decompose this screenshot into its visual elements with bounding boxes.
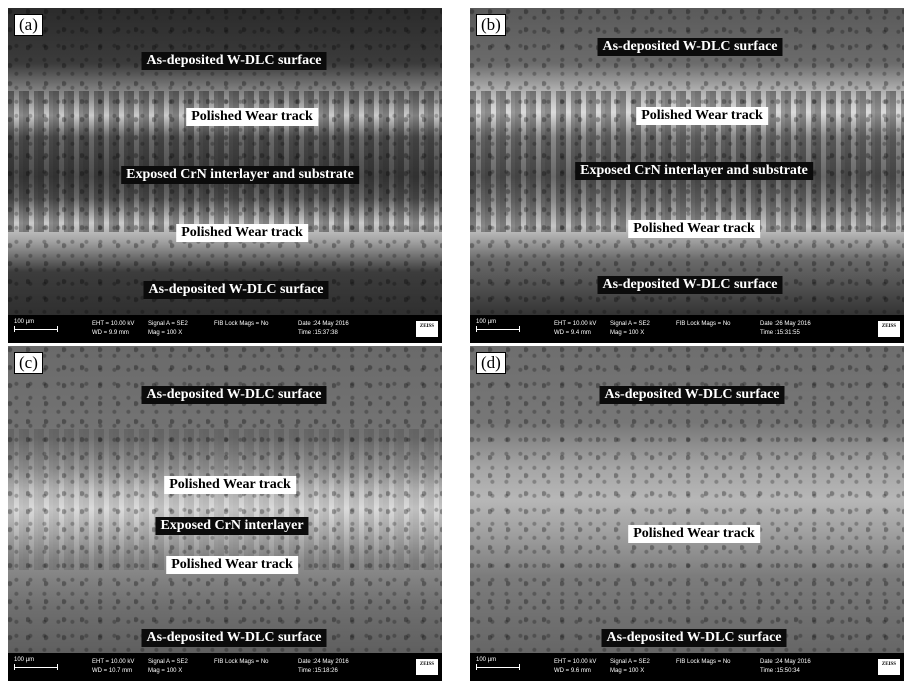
zeiss-logo: ZEISS (878, 321, 900, 337)
sem-panel-a: (a) As-deposited W-DLC surface Polished … (8, 8, 442, 343)
time: Time :15:31:55 (760, 330, 800, 336)
signal: Signal A = SE2 (148, 659, 188, 665)
scale-bar: 100 µm (14, 656, 60, 670)
sem-image-d (470, 346, 904, 653)
fib-lock-mags: FIB Lock Mags = No (214, 659, 269, 665)
zeiss-logo: ZEISS (416, 321, 438, 337)
label-upper-wear-track: Polished Wear track (186, 108, 318, 126)
sem-databar: 100 µm EHT = 10.00 kV WD = 10.7 mm Signa… (8, 653, 442, 681)
time: Time :15:50:34 (760, 668, 800, 674)
label-lower-wear-track: Polished Wear track (166, 556, 298, 574)
scale-bar-label: 100 µm (476, 657, 497, 663)
scale-bar-label: 100 µm (14, 319, 35, 325)
signal: Signal A = SE2 (610, 659, 650, 665)
working-distance: WD = 9.6 mm (554, 668, 591, 674)
label-bottom-surface: As-deposited W-DLC surface (143, 281, 329, 299)
label-lower-wear-track: Polished Wear track (628, 220, 760, 238)
panel-letter: (c) (14, 352, 43, 374)
zeiss-logo: ZEISS (878, 659, 900, 675)
label-bottom-surface: As-deposited W-DLC surface (597, 276, 783, 294)
eht: EHT = 10.00 kV (554, 659, 597, 665)
label-upper-wear-track: Polished Wear track (164, 476, 296, 494)
label-bottom-surface: As-deposited W-DLC surface (601, 629, 787, 647)
scale-bar: 100 µm (14, 318, 60, 332)
label-top-surface: As-deposited W-DLC surface (141, 386, 327, 404)
time: Time :15:18:26 (298, 668, 338, 674)
fib-lock-mags: FIB Lock Mags = No (676, 659, 731, 665)
sem-databar: 100 µm EHT = 10.00 kV WD = 9.9 mm Signal… (8, 315, 442, 343)
label-top-surface: As-deposited W-DLC surface (597, 38, 783, 56)
date: Date :24 May 2016 (298, 321, 349, 327)
time: Time :15:37:38 (298, 330, 338, 336)
eht: EHT = 10.00 kV (554, 321, 597, 327)
magnification: Mag = 100 X (610, 330, 645, 336)
eht: EHT = 10.00 kV (92, 321, 135, 327)
sem-databar: 100 µm EHT = 10.00 kV WD = 9.6 mm Signal… (470, 653, 904, 681)
sem-image-c (8, 346, 442, 653)
magnification: Mag = 100 X (148, 668, 183, 674)
eht: EHT = 10.00 kV (92, 659, 135, 665)
label-bottom-surface: As-deposited W-DLC surface (141, 629, 327, 647)
label-upper-wear-track: Polished Wear track (636, 107, 768, 125)
date: Date :24 May 2016 (760, 659, 811, 665)
scale-bar: 100 µm (476, 656, 522, 670)
signal: Signal A = SE2 (148, 321, 188, 327)
working-distance: WD = 9.9 mm (92, 330, 129, 336)
magnification: Mag = 100 X (148, 330, 183, 336)
panel-letter: (b) (476, 14, 506, 36)
label-lower-wear-track: Polished Wear track (176, 224, 308, 242)
surface-texture (470, 8, 904, 315)
scale-bar: 100 µm (476, 318, 522, 332)
panel-letter: (a) (14, 14, 43, 36)
sem-panel-d: (d) As-deposited W-DLC surface Polished … (470, 346, 904, 681)
label-middle-exposed: Exposed CrN interlayer and substrate (575, 162, 813, 180)
label-top-surface: As-deposited W-DLC surface (141, 52, 327, 70)
scale-bar-label: 100 µm (476, 319, 497, 325)
working-distance: WD = 10.7 mm (92, 668, 133, 674)
sem-image-b (470, 8, 904, 315)
date: Date :26 May 2016 (760, 321, 811, 327)
panel-letter: (d) (476, 352, 506, 374)
label-middle-exposed: Exposed CrN interlayer (155, 517, 309, 535)
sem-panel-c: (c) As-deposited W-DLC surface Polished … (8, 346, 442, 681)
scale-bar-label: 100 µm (14, 657, 35, 663)
magnification: Mag = 100 X (610, 668, 645, 674)
signal: Signal A = SE2 (610, 321, 650, 327)
working-distance: WD = 9.4 mm (554, 330, 591, 336)
label-top-surface: As-deposited W-DLC surface (599, 386, 785, 404)
sem-databar: 100 µm EHT = 10.00 kV WD = 9.4 mm Signal… (470, 315, 904, 343)
fib-lock-mags: FIB Lock Mags = No (214, 321, 269, 327)
date: Date :24 May 2016 (298, 659, 349, 665)
label-middle-exposed: Exposed CrN interlayer and substrate (121, 166, 359, 184)
sem-panel-b: (b) As-deposited W-DLC surface Polished … (470, 8, 904, 343)
zeiss-logo: ZEISS (416, 659, 438, 675)
wear-track-streaks (8, 428, 442, 571)
fib-lock-mags: FIB Lock Mags = No (676, 321, 731, 327)
label-middle-wear-track: Polished Wear track (628, 525, 760, 543)
